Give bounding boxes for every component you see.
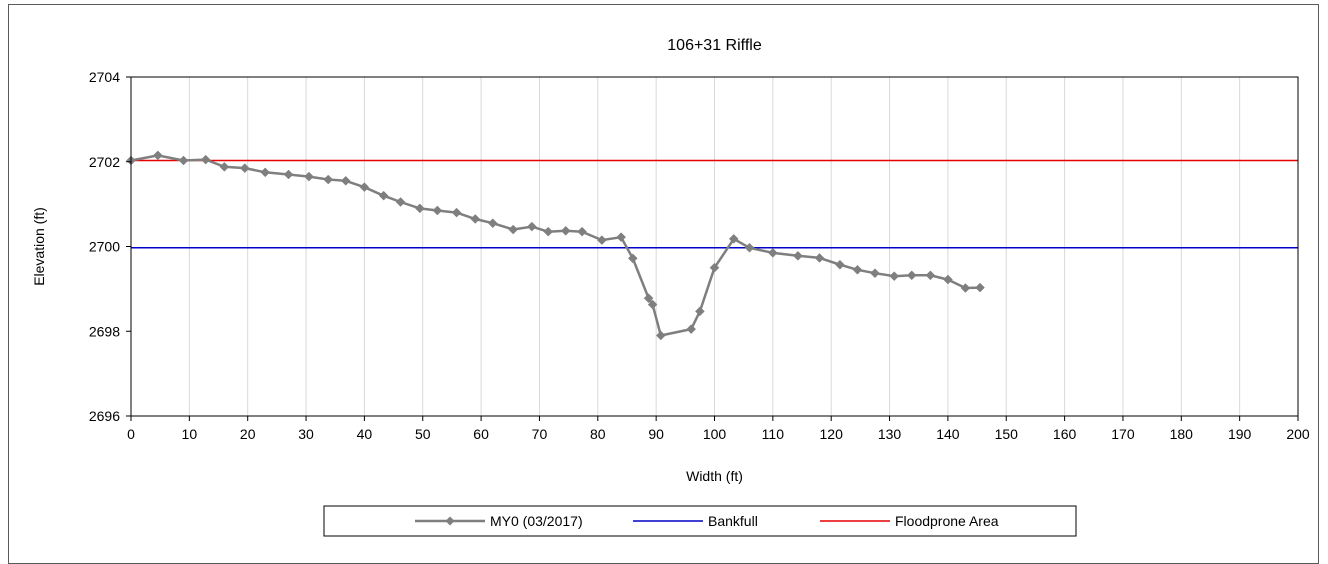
data-point <box>925 270 936 281</box>
x-tick-label: 130 <box>878 426 902 442</box>
x-tick-label: 170 <box>1111 426 1135 442</box>
x-tick-label: 120 <box>820 426 844 442</box>
legend-label-bankfull: Bankfull <box>708 513 758 529</box>
data-point <box>814 253 825 263</box>
grid-lines <box>188 77 1241 416</box>
data-point <box>378 190 389 201</box>
data-point <box>889 271 900 282</box>
data-point <box>960 283 971 293</box>
data-point <box>470 214 481 224</box>
reference-lines <box>131 159 1298 249</box>
data-point <box>178 155 189 166</box>
data-point <box>200 154 211 165</box>
data-point <box>219 161 230 172</box>
data-point <box>487 218 498 229</box>
data-point <box>728 234 739 244</box>
data-point <box>709 262 720 273</box>
x-tick-label: 0 <box>127 426 135 442</box>
data-point <box>359 182 370 193</box>
data-point <box>414 203 425 214</box>
x-tick-label: 100 <box>703 426 727 442</box>
data-point <box>577 226 587 237</box>
x-tick-label: 110 <box>762 426 785 442</box>
legend: MY0 (03/2017) Bankfull Floodprone Area <box>323 505 1077 537</box>
y-tick-label: 2696 <box>89 408 120 424</box>
chart-svg: 0 10 20 30 40 50 60 70 80 90 100 110 120 130 140 150 160… <box>31 37 1310 537</box>
data-point <box>597 235 607 245</box>
x-tick-label: 150 <box>995 426 1019 442</box>
data-point <box>643 293 654 304</box>
data-point <box>323 174 334 185</box>
x-tick-label: 20 <box>240 426 256 442</box>
data-point <box>527 221 537 232</box>
data-point <box>260 167 271 178</box>
y-tick-label: 2698 <box>89 323 120 339</box>
x-tick-label: 200 <box>1286 426 1310 442</box>
series-layer <box>126 150 985 341</box>
legend-label-floodprone-area: Floodprone Area <box>895 513 999 529</box>
x-tick-label: 10 <box>182 426 198 442</box>
data-point <box>283 169 294 180</box>
x-axis-title: Width (ft) <box>686 468 743 484</box>
data-point <box>906 270 917 281</box>
data-point <box>793 250 803 261</box>
x-tick-label: 30 <box>298 426 314 442</box>
data-point <box>451 207 462 218</box>
data-point <box>543 226 554 237</box>
x-axis-ticks: 0 10 20 30 40 50 60 70 80 90 100 110 120 130 140 150 160… <box>127 416 1310 442</box>
legend-marker <box>445 516 455 526</box>
data-point <box>655 330 666 341</box>
x-tick-label: 190 <box>1228 426 1252 442</box>
x-tick-label: 40 <box>357 426 373 442</box>
data-point <box>767 248 778 258</box>
data-point <box>304 171 314 182</box>
x-tick-label: 50 <box>415 426 431 442</box>
x-tick-label: 140 <box>936 426 960 442</box>
data-point <box>835 259 845 270</box>
y-axis-title: Elevation (ft) <box>31 207 47 286</box>
data-point <box>943 274 953 285</box>
data-point <box>560 225 571 236</box>
y-tick-label: 2702 <box>89 154 120 170</box>
data-point <box>432 205 443 216</box>
x-tick-label: 70 <box>532 426 548 442</box>
legend-label-my0-03-2017: MY0 (03/2017) <box>490 513 583 529</box>
data-point <box>852 264 863 275</box>
y-tick-label: 2704 <box>89 69 120 85</box>
data-point <box>744 242 755 253</box>
x-tick-label: 80 <box>590 426 606 442</box>
data-point <box>647 299 658 310</box>
x-tick-label: 160 <box>1053 426 1077 442</box>
x-tick-label: 90 <box>648 426 664 442</box>
data-point <box>975 282 985 293</box>
data-point <box>870 268 880 279</box>
data-point <box>152 150 163 161</box>
data-point <box>340 175 351 186</box>
y-axis-ticks: 2696 2698 2700 2702 2704 <box>89 69 131 424</box>
x-tick-label: 180 <box>1170 426 1194 442</box>
data-point <box>616 232 626 243</box>
data-point <box>508 224 519 235</box>
data-point <box>395 197 406 207</box>
y-tick-label: 2700 <box>89 239 120 255</box>
data-point <box>239 163 250 173</box>
x-tick-label: 60 <box>473 426 489 442</box>
chart-title: 106+31 Riffle <box>667 37 762 54</box>
data-point <box>686 324 697 334</box>
data-point <box>695 306 705 317</box>
data-point <box>627 253 638 264</box>
